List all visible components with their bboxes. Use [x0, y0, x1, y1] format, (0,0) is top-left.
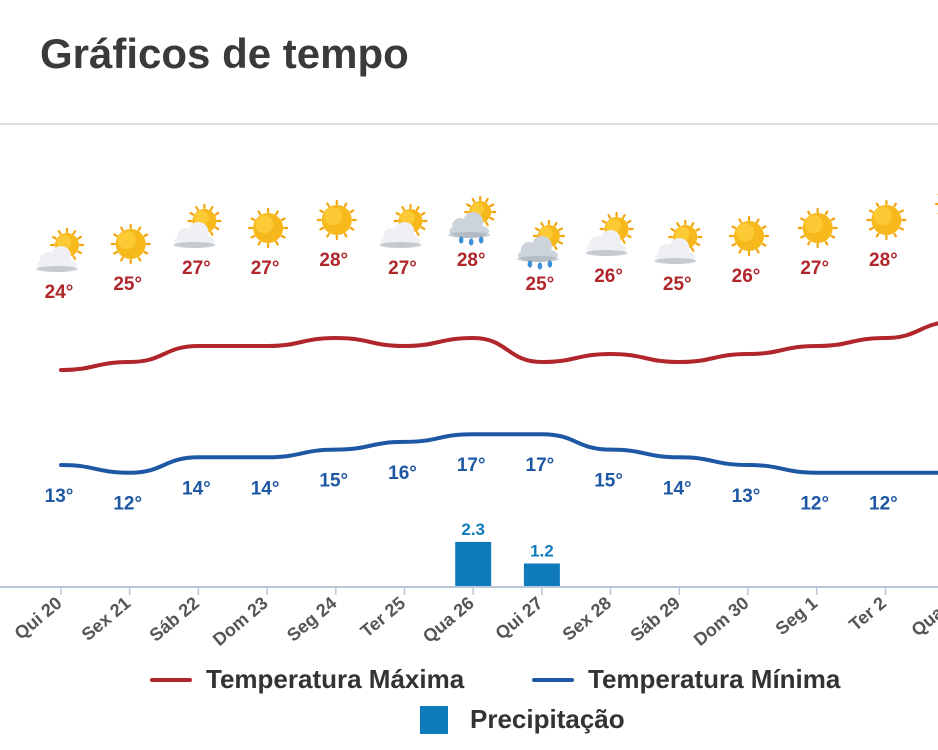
max-temp-label: 28° [457, 250, 486, 271]
legend-item-precip[interactable]: Precipitação [420, 704, 625, 735]
page-title: Gráficos de tempo [40, 30, 409, 77]
x-tick-label: Dom 30 [690, 593, 753, 650]
min-temp-label: 15° [319, 471, 348, 492]
precipitation-series: 2.3 1.2 [455, 520, 560, 587]
sunny-icon [248, 207, 289, 249]
min-temp-label: 12° [800, 494, 829, 515]
partly-cloudy-icon [379, 203, 428, 248]
min-temp-series: 13°12°14°14°15°16°17°17°15°14°13°12°12°1 [45, 432, 938, 515]
max-temp-label: 25° [663, 274, 692, 295]
min-temp-label: 17° [457, 455, 486, 476]
max-temp-label: 25° [113, 274, 142, 295]
max-temp-label: 24° [45, 282, 74, 303]
x-tick-label: Seg 1 [772, 593, 822, 639]
partly-cloudy-icon [654, 219, 703, 264]
max-temp-label: 27° [182, 258, 211, 279]
max-temp-line [59, 321, 938, 372]
sunny-icon [797, 207, 838, 249]
min-temp-label: 14° [663, 478, 692, 499]
min-temp-label: 12° [869, 494, 898, 515]
max-temp-label: 26° [594, 266, 623, 287]
cloud-rain-icon [448, 195, 497, 246]
max-temp-label: 27° [800, 258, 829, 279]
x-tick-label: Qui 27 [491, 593, 546, 644]
legend-item-max[interactable]: Temperatura Máxima [150, 664, 464, 695]
min-temp-label: 16° [388, 463, 417, 484]
x-tick-label: Seg 24 [283, 593, 340, 646]
min-temp-label: 17° [526, 455, 555, 476]
chart-legend: Temperatura Máxima Temperatura Mínima Pr… [0, 660, 938, 750]
legend-label-min: Temperatura Mínima [588, 664, 841, 694]
max-temp-label: 27° [388, 258, 417, 279]
sunny-icon [316, 199, 357, 241]
precip-bar [455, 541, 492, 587]
legend-label-max: Temperatura Máxima [206, 664, 465, 694]
legend-label-precip: Precipitação [470, 704, 625, 734]
legend-line-max [150, 677, 192, 682]
cloud-rain-icon [516, 219, 566, 270]
x-tick-label: Sex 21 [78, 593, 135, 645]
min-temp-label: 13° [732, 486, 761, 507]
sunny-icon [728, 215, 770, 257]
max-temp-series: 24°25°27°27°28°27°28°25°26°25°26°27°28°3 [45, 250, 938, 372]
x-tick-label: Sex 28 [559, 593, 616, 645]
sunny-icon [866, 199, 907, 241]
x-tick-label: Sáb 29 [627, 593, 684, 646]
max-temp-label: 25° [526, 274, 555, 295]
precip-label: 1.2 [530, 541, 554, 560]
x-tick-label: Qua 3 [907, 593, 938, 640]
min-temp-label: 14° [182, 478, 211, 499]
min-temp-label: 12° [113, 494, 142, 515]
max-temp-label: 28° [319, 250, 348, 271]
sunny-icon [110, 223, 151, 265]
x-tick-label: Qua 26 [419, 593, 478, 647]
min-temp-label: 13° [45, 486, 74, 507]
max-temp-label: 28° [869, 250, 898, 271]
weather-icons [36, 193, 938, 272]
partly-cloudy-icon [36, 227, 85, 272]
min-temp-label: 15° [594, 471, 623, 492]
weather-chart: 24°25°27°27°28°27°28°25°26°25°26°27°28°3… [0, 193, 938, 650]
x-tick-label: Sáb 22 [146, 593, 203, 646]
x-tick-label: Dom 23 [209, 593, 272, 650]
x-tick-label: Ter 25 [357, 593, 409, 642]
max-temp-label: 26° [732, 266, 761, 287]
precip-label: 2.3 [461, 520, 485, 539]
x-axis: Qui 20 Sex 21 Sáb 22 Dom 23 Seg 24 Ter 25 Qua … [0, 586, 938, 650]
legend-item-min[interactable]: Temperatura Mínima [532, 664, 840, 695]
header-divider [0, 123, 938, 125]
x-tick-label: Ter 2 [845, 593, 890, 635]
legend-box-precip [420, 705, 448, 734]
x-tick-label: Qui 20 [11, 593, 66, 644]
partly-cloudy-icon [585, 211, 634, 256]
min-temp-label: 14° [251, 478, 280, 499]
precip-bar [523, 563, 560, 587]
min-temp-line [59, 432, 938, 475]
legend-line-min [532, 677, 574, 682]
partly-cloudy-icon [173, 203, 222, 248]
max-temp-label: 27° [251, 258, 280, 279]
